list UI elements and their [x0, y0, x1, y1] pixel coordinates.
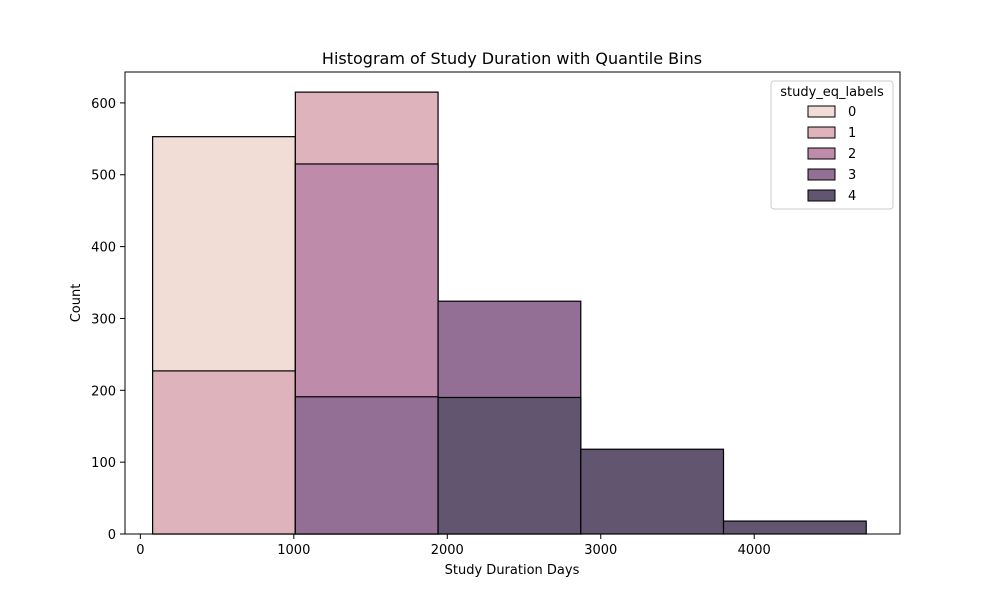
- y-axis-label: Count: [69, 284, 84, 323]
- y-tick-label: 100: [91, 456, 116, 471]
- bar-series-1-bin-0: [152, 370, 296, 535]
- chart-title: Histogram of Study Duration with Quantil…: [322, 49, 702, 68]
- bar-series-4-bin-2: [437, 396, 582, 535]
- bar-series-4-bin-3: [580, 448, 725, 535]
- legend-label-0: 0: [848, 105, 856, 120]
- y-tick-label: 0: [108, 528, 116, 543]
- y-tick-label: 500: [91, 169, 116, 184]
- legend: study_eq_labels 0 1 2 3 4: [770, 80, 894, 210]
- bars-layer: [152, 91, 867, 535]
- y-tick-label: 600: [91, 97, 116, 112]
- legend-swatch-4: [807, 189, 836, 202]
- legend-swatch-2: [807, 147, 836, 160]
- x-tick-label: 4000: [738, 543, 771, 558]
- x-tick-label: 2000: [431, 543, 464, 558]
- bar-series-3-bin-1: [294, 396, 439, 535]
- x-tick-label: 0: [136, 543, 144, 558]
- legend-swatch-0: [807, 105, 836, 118]
- legend-box: [770, 80, 894, 210]
- x-tick-label: 3000: [584, 543, 617, 558]
- legend-label-4: 4: [848, 189, 856, 204]
- bar-series-4-bin-4: [722, 520, 867, 535]
- legend-label-3: 3: [848, 168, 856, 183]
- x-axis-ticks: 0 1000 2000 3000 4000: [136, 534, 771, 558]
- x-axis-label: Study Duration Days: [445, 563, 580, 578]
- legend-items: 0 1 2 3 4: [807, 105, 856, 204]
- y-tick-label: 400: [91, 241, 116, 256]
- legend-swatch-1: [807, 126, 836, 139]
- legend-title: study_eq_labels: [780, 85, 884, 100]
- legend-label-2: 2: [848, 147, 856, 162]
- legend-label-1: 1: [848, 126, 856, 141]
- y-axis-ticks: 0 100 200 300 400 500 600: [91, 97, 125, 543]
- plot-area-frame: [124, 71, 901, 535]
- y-tick-label: 200: [91, 384, 116, 399]
- legend-swatch-3: [807, 168, 836, 181]
- y-tick-label: 300: [91, 312, 116, 327]
- x-tick-label: 1000: [277, 543, 310, 558]
